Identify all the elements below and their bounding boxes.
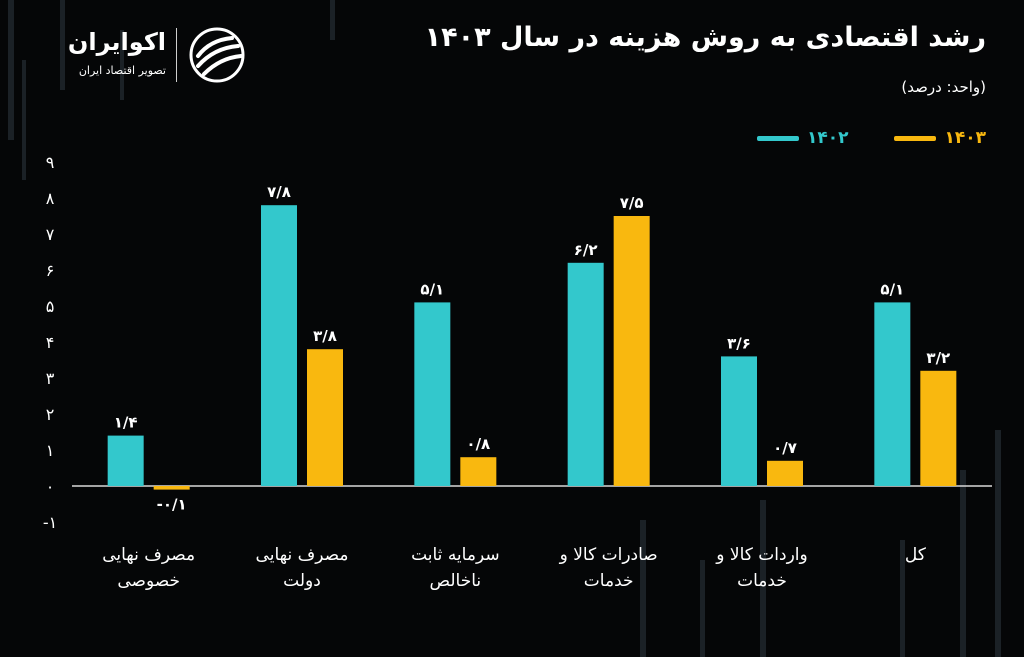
category-label: ناخالص	[430, 571, 482, 591]
category-label: کل	[905, 545, 927, 565]
legend-swatch-1403	[894, 135, 937, 141]
y-tick-label: ۱	[46, 441, 55, 460]
category-label: خدمات	[737, 571, 787, 591]
y-tick-label: ۴	[46, 333, 55, 352]
bar-1402	[107, 435, 144, 486]
bar-1403	[460, 457, 497, 486]
bar-1403	[307, 349, 343, 486]
bar-1402	[261, 205, 297, 486]
legend-label-1402: ۱۴۰۲	[806, 128, 849, 148]
category-label: دولت	[283, 571, 321, 591]
bar-1403	[153, 486, 190, 490]
bar-1402	[721, 356, 757, 486]
legend-item-1403: ۱۴۰۳	[894, 128, 986, 148]
data-label: ۵/۱	[420, 280, 444, 298]
y-tick-label: ۸	[46, 189, 55, 208]
y-tick-label: ۳	[46, 369, 55, 388]
chart-title: رشد اقتصادی به روش هزینه در سال ۱۴۰۳	[424, 22, 986, 53]
chart-subtitle: (واحد: درصد)	[901, 78, 986, 96]
y-tick-label: ۹	[46, 153, 55, 172]
category-label: مصرف نهایی	[102, 545, 195, 565]
data-label: ۰/۷	[773, 439, 797, 457]
legend-item-1402: ۱۴۰۲	[756, 128, 849, 148]
data-label: ۰/۸	[466, 435, 490, 453]
bar-1403	[613, 216, 650, 486]
legend-swatch-1402	[756, 135, 799, 141]
y-tick-label: ۲	[46, 405, 55, 424]
logo-name: اکوایران	[67, 28, 166, 56]
bar-1402	[874, 302, 911, 486]
bar-1402	[567, 262, 604, 486]
data-label: -۰/۱	[157, 496, 187, 514]
data-label: ۳/۶	[727, 334, 751, 352]
logo: اکوایران تصویر اقتصاد ایران	[38, 22, 253, 86]
data-label: ۷/۵	[620, 194, 644, 212]
logo-mark-icon	[189, 27, 245, 83]
data-label: ۷/۸	[267, 183, 291, 201]
data-label: ۳/۸	[313, 327, 337, 345]
data-label: ۶/۲	[574, 241, 598, 259]
category-label: واردات کالا و	[715, 545, 807, 565]
y-tick-label: ۶	[46, 261, 55, 280]
data-label: ۵/۱	[880, 280, 904, 298]
category-label: صادرات کالا و	[559, 545, 658, 565]
category-label: سرمایه ثابت	[411, 545, 500, 565]
y-tick-label: ۰	[46, 477, 55, 496]
logo-divider	[176, 28, 177, 82]
category-label: مصرف نهایی	[256, 545, 349, 565]
y-tick-label: ۷	[46, 225, 55, 244]
legend: ۱۴۰۳ ۱۴۰۲	[756, 128, 986, 148]
category-label: خدمات	[584, 571, 634, 591]
bar-1403	[767, 460, 803, 486]
y-tick-label: -۱	[43, 513, 57, 532]
bar-1403	[920, 370, 957, 486]
data-label: ۳/۲	[926, 349, 950, 367]
legend-label-1403: ۱۴۰۳	[944, 128, 986, 148]
y-tick-label: ۵	[46, 297, 55, 316]
bar-1402	[414, 302, 451, 486]
data-label: ۱/۴	[114, 414, 138, 432]
category-label: خصوصی	[117, 571, 180, 591]
logo-tagline: تصویر اقتصاد ایران	[78, 64, 166, 77]
